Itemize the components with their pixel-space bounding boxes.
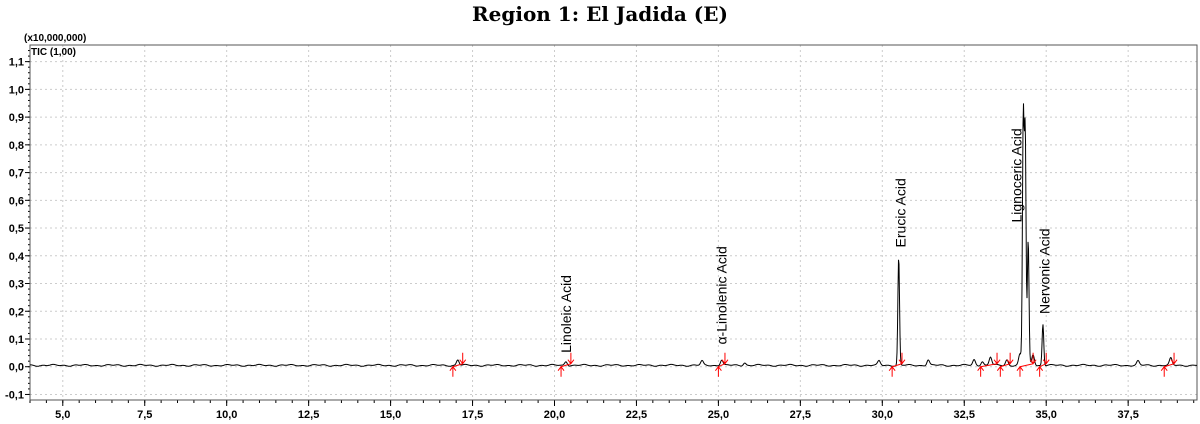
x-tick-label: 37,5 bbox=[1117, 409, 1138, 421]
peak-start-marker bbox=[1160, 365, 1168, 377]
x-tick-label: 7,5 bbox=[137, 409, 152, 421]
x-tick-label: 15,0 bbox=[380, 409, 401, 421]
peak-start-marker bbox=[977, 365, 985, 377]
y-tick-label: -0,1 bbox=[5, 389, 24, 401]
x-tick-label: 5,0 bbox=[55, 409, 70, 421]
integration-baseline bbox=[560, 363, 572, 368]
peak-end-marker bbox=[459, 352, 467, 365]
peak-label: Erucic Acid bbox=[892, 178, 908, 247]
peak-start-marker bbox=[996, 365, 1004, 377]
peak-label: Linoleic Acid bbox=[558, 275, 574, 353]
y-tick-label: 0,1 bbox=[9, 334, 24, 346]
integration-baseline bbox=[980, 363, 998, 368]
peak-label: Nervonic Acid bbox=[1037, 228, 1053, 314]
peak-label: Lignoceric Acid bbox=[1009, 128, 1025, 222]
x-tick-label: 20,0 bbox=[544, 409, 565, 421]
peak-end-marker bbox=[993, 352, 1001, 365]
peak-end-marker bbox=[1170, 352, 1178, 365]
y-multiplier-label: (x10,000,000) bbox=[24, 33, 86, 44]
x-tick-label: 17,5 bbox=[462, 409, 483, 421]
y-tick-label: 0,5 bbox=[9, 223, 24, 235]
integration-baseline bbox=[1019, 363, 1034, 368]
chart-title: Region 1: El Jadida (E) bbox=[472, 2, 728, 26]
x-tick-label: 30,0 bbox=[872, 409, 893, 421]
x-tick-label: 35,0 bbox=[1035, 409, 1056, 421]
y-tick-label: 0,0 bbox=[9, 362, 24, 374]
peak-end-marker bbox=[1029, 352, 1037, 365]
x-tick-label: 27,5 bbox=[790, 409, 811, 421]
peak-end-marker bbox=[1006, 352, 1014, 365]
peak-start-marker bbox=[1016, 365, 1024, 377]
y-tick-label: 0,8 bbox=[9, 140, 24, 152]
peak-start-marker bbox=[714, 365, 722, 377]
integration-baseline bbox=[891, 363, 903, 368]
y-tick-label: 0,3 bbox=[9, 279, 24, 291]
peak-label: α-Linolenic Acid bbox=[714, 246, 730, 344]
integration-baseline bbox=[718, 363, 726, 368]
peak-end-marker bbox=[898, 352, 906, 365]
x-tick-label: 12,5 bbox=[298, 409, 319, 421]
peak-start-marker bbox=[1036, 365, 1044, 377]
y-tick-label: 0,6 bbox=[9, 195, 24, 207]
y-tick-label: 0,2 bbox=[9, 306, 24, 318]
peak-start-marker bbox=[449, 365, 457, 377]
x-tick-label: 25,0 bbox=[708, 409, 729, 421]
integration-baseline bbox=[1164, 363, 1175, 368]
y-tick-label: 1,0 bbox=[9, 84, 24, 96]
y-tick-label: 1,1 bbox=[9, 57, 24, 69]
peak-start-marker bbox=[557, 365, 565, 377]
integration-baseline bbox=[452, 363, 463, 368]
y-tick-label: 0,4 bbox=[9, 251, 25, 263]
peak-end-marker bbox=[1042, 352, 1050, 365]
integration-baseline bbox=[1039, 363, 1047, 368]
y-tick-label: 0,9 bbox=[9, 112, 24, 124]
peak-start-marker bbox=[888, 365, 896, 377]
trace-label: TIC (1,00) bbox=[31, 47, 76, 58]
y-tick-label: 0,7 bbox=[9, 168, 24, 180]
peak-end-marker bbox=[567, 352, 575, 365]
plot-frame bbox=[29, 44, 1198, 401]
x-tick-label: 22,5 bbox=[626, 409, 647, 421]
x-tick-label: 10,0 bbox=[216, 409, 237, 421]
peak-end-marker bbox=[721, 352, 729, 365]
x-tick-label: 32,5 bbox=[954, 409, 975, 421]
integration-baseline bbox=[1000, 363, 1011, 368]
